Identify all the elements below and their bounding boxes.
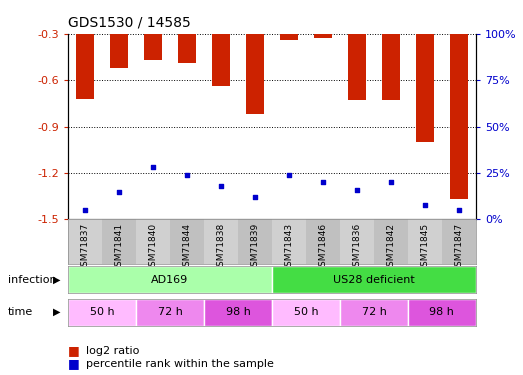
Bar xyxy=(306,219,340,264)
Point xyxy=(319,179,327,185)
Bar xyxy=(408,219,442,264)
Bar xyxy=(408,298,476,326)
Point xyxy=(454,207,463,213)
Bar xyxy=(76,34,94,99)
Text: US28 deficient: US28 deficient xyxy=(333,275,415,285)
Bar xyxy=(280,34,298,40)
Text: GSM71837: GSM71837 xyxy=(81,223,89,272)
Text: GSM71843: GSM71843 xyxy=(285,223,293,272)
Text: infection: infection xyxy=(8,275,56,285)
Text: 72 h: 72 h xyxy=(157,307,183,317)
Text: 50 h: 50 h xyxy=(89,307,115,317)
Bar xyxy=(416,34,434,142)
Point xyxy=(353,187,361,193)
Bar xyxy=(144,34,162,60)
Text: GSM71838: GSM71838 xyxy=(217,223,225,272)
Bar xyxy=(68,266,272,293)
Bar xyxy=(238,219,272,264)
Bar xyxy=(340,219,374,264)
Bar xyxy=(68,219,102,264)
Bar xyxy=(102,219,136,264)
Bar xyxy=(272,266,476,293)
Text: time: time xyxy=(8,307,33,317)
Text: GSM71836: GSM71836 xyxy=(353,223,361,272)
Text: GSM71839: GSM71839 xyxy=(251,223,259,272)
Text: GSM71845: GSM71845 xyxy=(420,223,429,272)
Bar xyxy=(374,219,408,264)
Bar xyxy=(212,34,230,86)
Point xyxy=(251,194,259,200)
Text: ■: ■ xyxy=(68,357,79,370)
Text: percentile rank within the sample: percentile rank within the sample xyxy=(86,359,274,369)
Bar xyxy=(136,219,170,264)
Text: ■: ■ xyxy=(68,344,79,357)
Text: 98 h: 98 h xyxy=(429,307,454,317)
Text: GSM71840: GSM71840 xyxy=(149,223,157,272)
Bar xyxy=(450,34,468,199)
Point xyxy=(183,172,191,178)
Point xyxy=(420,201,429,207)
Point xyxy=(149,164,157,170)
Text: GSM71842: GSM71842 xyxy=(386,223,395,272)
Bar xyxy=(170,219,204,264)
Text: GSM71841: GSM71841 xyxy=(115,223,123,272)
Text: 72 h: 72 h xyxy=(361,307,386,317)
Bar xyxy=(136,298,204,326)
Bar xyxy=(382,34,400,100)
Text: GDS1530 / 14585: GDS1530 / 14585 xyxy=(68,16,191,30)
Bar xyxy=(348,34,366,100)
Point xyxy=(81,207,89,213)
Bar xyxy=(246,34,264,114)
Point xyxy=(115,189,123,195)
Text: GSM71847: GSM71847 xyxy=(454,223,463,272)
Point xyxy=(386,179,395,185)
Point xyxy=(285,172,293,178)
Bar xyxy=(340,298,408,326)
Text: GSM71844: GSM71844 xyxy=(183,223,191,272)
Text: AD169: AD169 xyxy=(151,275,189,285)
Text: GSM71846: GSM71846 xyxy=(319,223,327,272)
Point xyxy=(217,183,225,189)
Bar xyxy=(204,298,272,326)
Bar xyxy=(272,219,306,264)
Bar xyxy=(204,219,238,264)
Bar xyxy=(68,298,136,326)
Bar xyxy=(442,219,476,264)
Text: ▶: ▶ xyxy=(53,275,60,285)
Text: 50 h: 50 h xyxy=(293,307,319,317)
Bar xyxy=(110,34,128,68)
Bar xyxy=(272,298,340,326)
Bar xyxy=(178,34,196,63)
Text: ▶: ▶ xyxy=(53,307,60,317)
Text: log2 ratio: log2 ratio xyxy=(86,346,140,355)
Text: 98 h: 98 h xyxy=(225,307,251,317)
Bar xyxy=(314,34,332,38)
